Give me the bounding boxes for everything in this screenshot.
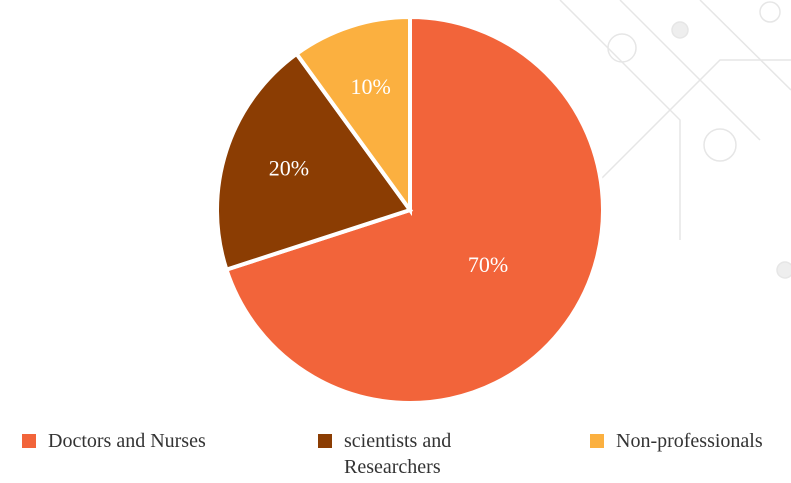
legend-item: Non-professionals (590, 428, 791, 454)
slice-label: 20% (269, 156, 309, 181)
legend-swatch (590, 434, 604, 448)
legend-item: scientists and Researchers (318, 428, 504, 480)
slice-label: 70% (468, 252, 508, 277)
page: 70% 20% 10% Doctors and Nurses scientists a… (0, 0, 791, 483)
chart: 70% 20% 10% (0, 0, 791, 483)
legend-label: Doctors and Nurses (48, 428, 288, 454)
legend-item: Doctors and Nurses (22, 428, 288, 454)
legend-label: Non-professionals (616, 428, 791, 454)
legend-label: scientists and Researchers (344, 428, 504, 480)
legend-swatch (318, 434, 332, 448)
slice-label: 10% (350, 74, 390, 99)
legend-swatch (22, 434, 36, 448)
